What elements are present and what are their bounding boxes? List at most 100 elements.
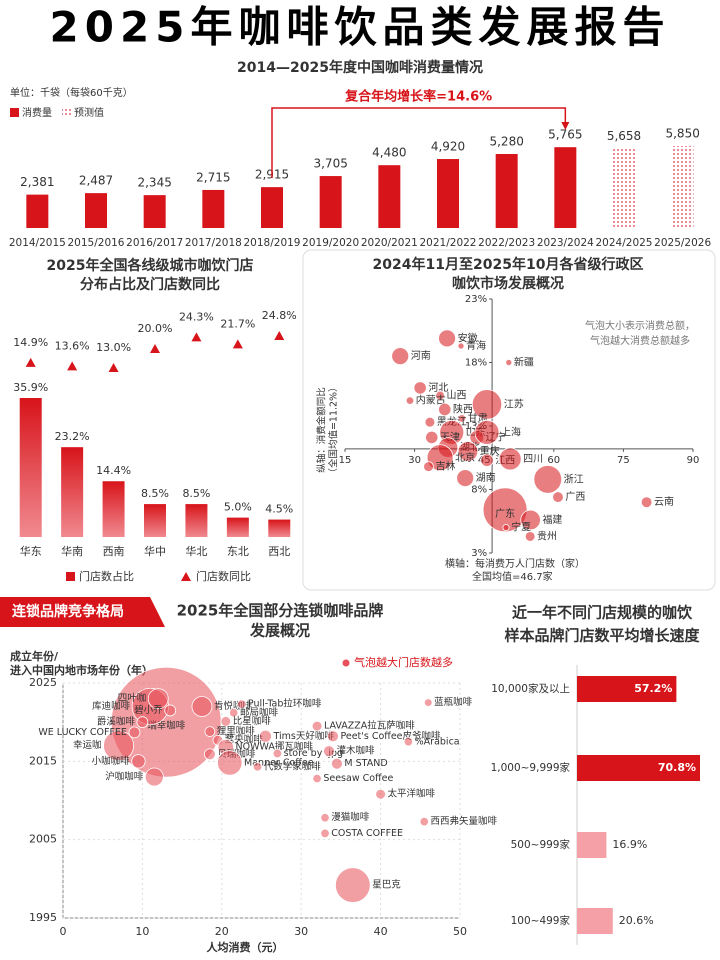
bubble-label: 蓝瓶咖啡 [434, 696, 473, 708]
bubble-label: 库迪咖啡 [92, 700, 131, 712]
bubble-label: 幸运咖 [73, 739, 102, 751]
y-tick-label: 3% [471, 548, 487, 559]
bubble-label: 河北 [428, 382, 448, 394]
bubble-label: 广西 [565, 491, 585, 503]
triangle-marker [67, 361, 78, 371]
x-tick-label: 华南 [61, 544, 83, 558]
bubble [327, 730, 339, 743]
bubble [220, 716, 232, 727]
title: 发展概况 [249, 622, 310, 640]
x-axis-label: 人均消费（元） [207, 940, 284, 954]
title: 咖饮市场发展概况 [452, 275, 564, 292]
panel [302, 249, 716, 591]
y-tick-label: 2015 [29, 754, 57, 767]
y-tick-label: 10,000家及以上 [491, 682, 570, 695]
value-label: 5,280 [489, 134, 523, 148]
bubble-label: 安徽 [458, 331, 478, 344]
x-tick-label: 30 [408, 455, 421, 466]
x-tick-label: 50 [453, 925, 467, 938]
legend-label: 消费量 [22, 106, 52, 119]
value-label: 16.9% [612, 838, 647, 851]
x-tick-label: 10 [135, 925, 149, 938]
bar [577, 832, 607, 858]
bubble-label: 福建 [542, 513, 562, 526]
bubble-label: Tims天好咖啡 [272, 730, 334, 742]
bubble [524, 531, 536, 542]
bubble [331, 757, 343, 770]
bubble-label: WE LUCKY COFFEE [38, 727, 127, 738]
bubble [435, 390, 445, 401]
triangle-marker [150, 344, 160, 354]
annotation-arrow [561, 122, 570, 130]
value-label: 4.5% [265, 503, 293, 516]
bubble [457, 441, 479, 462]
bubble-label: Seesaw Coffee [323, 773, 393, 784]
x-tick-label: 2014/2015 [9, 237, 66, 249]
x-tick-label: 20 [215, 925, 229, 938]
x-tick-label: 2019/2020 [302, 237, 359, 249]
bubble-label: 四叶咖 [118, 692, 147, 704]
bar [261, 187, 283, 228]
bubble [552, 491, 564, 503]
bubble [419, 816, 429, 827]
y-axis-label: 纵轴：消费金额同比 [316, 387, 328, 473]
bubble [405, 396, 415, 405]
x-tick-label: 60 [547, 455, 560, 466]
x-tick-label: 0 [60, 925, 67, 938]
x-tick-label: 2017/2018 [185, 237, 242, 249]
bubble-label: 爵溪咖啡 [97, 716, 136, 728]
legend-label: 门店数同比 [196, 569, 251, 583]
bubble [403, 737, 414, 747]
y-tick-label: 500~999家 [511, 838, 571, 851]
bubble [252, 762, 263, 772]
bubble-label: 新疆 [514, 356, 534, 369]
value-label: 5.0% [224, 501, 252, 514]
bubble-label: 江苏 [504, 397, 524, 410]
bar [577, 755, 700, 781]
value-label: 8.5% [141, 487, 169, 500]
legend-label: 气泡越大门店数越多 [354, 655, 453, 669]
bubble-label: store by .jpg [284, 748, 343, 759]
x-tick-label: 2015/2016 [68, 237, 125, 249]
value-label: 24.8% [262, 309, 297, 322]
bubble [259, 729, 272, 743]
y-tick-label: 13% [465, 421, 487, 432]
bar [61, 447, 84, 537]
section-tab [0, 597, 165, 627]
bubble [164, 704, 177, 717]
y-tick-label: 23% [465, 294, 487, 305]
title: 2024年11月至2025年10月各省级行政区 [373, 256, 644, 273]
x-tick-label: 2021/2022 [420, 237, 477, 249]
x-tick-label: 2023/2024 [537, 237, 594, 249]
title: 2025年全国各线级城市咖饮门店 [47, 257, 254, 274]
value-label: 13.6% [55, 339, 90, 352]
bar [185, 504, 208, 537]
bubble [272, 748, 283, 759]
bar [577, 908, 613, 934]
bar [671, 146, 694, 228]
value-label: 5,765 [548, 128, 582, 142]
bubble-label: Peet's Coffee皮爷咖啡 [340, 730, 441, 742]
bubble [480, 453, 494, 467]
bubble-label: 湖南 [476, 471, 496, 484]
x-tick-label: 西北 [268, 545, 290, 558]
legend-swatch [10, 108, 19, 117]
triangle-marker [108, 363, 119, 372]
bubble-label: 代数学家咖啡 [264, 760, 322, 772]
x-tick-label: 2016/2017 [126, 237, 183, 249]
bubble [323, 745, 335, 758]
legend-swatch [62, 108, 71, 117]
bubble [203, 748, 216, 761]
bubble-label: %Arabica [415, 736, 460, 747]
bubble [191, 696, 213, 717]
legend-bubble [342, 659, 350, 667]
bubble [375, 788, 386, 800]
bar [202, 189, 225, 228]
bubble [520, 509, 541, 531]
value-label: 20.0% [138, 322, 173, 335]
bubble [391, 347, 410, 366]
bar [437, 159, 459, 228]
bar [85, 193, 107, 228]
bubble [502, 524, 510, 532]
value-label: 57.2% [634, 682, 672, 695]
